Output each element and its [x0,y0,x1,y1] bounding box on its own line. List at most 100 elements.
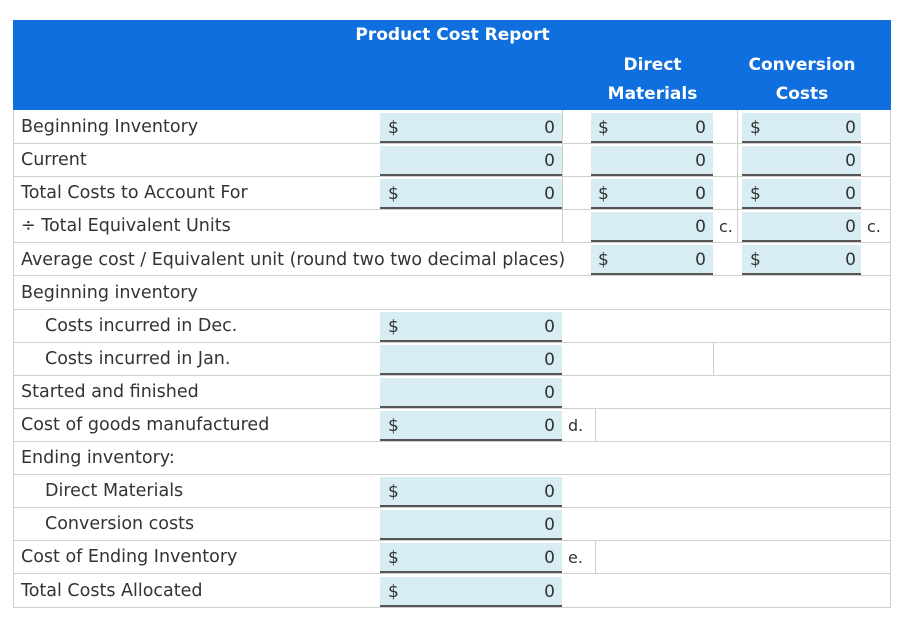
report-title: Product Cost Report [355,25,550,45]
grid-line [13,176,891,177]
grid-line [13,540,891,541]
current-total-value: 0 [544,151,555,171]
beginning-inventory-dm-value: 0 [695,118,706,138]
row-label-costs-incurred-dec: Costs incurred in Dec. [45,316,238,336]
currency-symbol: $ [388,482,399,502]
ending-direct-materials-input[interactable] [380,477,562,507]
cost-of-goods-manufactured-value: 0 [544,416,555,436]
current-dm-value: 0 [695,151,706,171]
currency-symbol: $ [388,317,399,337]
row-label-total-costs-to-account-for: Total Costs to Account For [21,183,248,203]
costs-incurred-dec-value: 0 [544,317,555,337]
ending-conversion-costs-input[interactable] [380,510,562,540]
equivalent-units-cc-mark: c. [867,217,881,236]
currency-symbol: $ [388,548,399,568]
average-cost-cc-input[interactable] [742,245,861,275]
row-label-total-equivalent-units: ÷ Total Equivalent Units [21,216,231,236]
row-label-ending-conversion-costs: Conversion costs [45,514,195,534]
grid-line [13,143,891,144]
section-label-beginning-inventory: Beginning inventory [21,283,198,303]
currency-symbol: $ [388,416,399,436]
total-costs-dm-input[interactable] [591,179,713,209]
currency-symbol: $ [598,250,609,270]
grid-line [13,342,891,343]
beginning-inventory-cc-input[interactable] [742,113,861,143]
grid-line [13,408,891,409]
row-label-current: Current [21,150,87,170]
costs-incurred-dec-input[interactable] [380,312,562,342]
average-cost-cc-value: 0 [845,250,856,270]
total-costs-total-input[interactable] [380,179,562,209]
grid-line [13,607,891,608]
total-costs-dm-value: 0 [695,184,706,204]
currency-symbol: $ [598,184,609,204]
row-label-cost-of-ending-inventory: Cost of Ending Inventory [21,547,238,567]
total-costs-cc-value: 0 [845,184,856,204]
grid-line [595,540,596,574]
grid-line [713,342,714,376]
average-cost-dm-value: 0 [695,250,706,270]
direct-materials-header-line1: Direct [623,55,682,75]
cost-of-goods-manufactured-mark: d. [568,416,584,435]
total-costs-allocated-input[interactable] [380,577,562,607]
grid-line [595,408,596,442]
started-and-finished-value: 0 [544,383,555,403]
cost-of-ending-inventory-input[interactable] [380,543,562,573]
beginning-inventory-total-value: 0 [544,118,555,138]
ending-direct-materials-value: 0 [544,482,555,502]
direct-materials-header-line2: Materials [607,84,698,104]
grid-line [13,110,14,607]
grid-line [13,507,891,508]
ending-conversion-costs-value: 0 [544,515,555,535]
cost-of-ending-inventory-value: 0 [544,548,555,568]
grid-line [562,110,563,243]
section-label-ending-inventory: Ending inventory: [21,448,175,468]
grid-line [13,242,891,243]
grid-line [13,474,891,475]
equivalent-units-cc-input[interactable] [742,212,861,242]
equivalent-units-dm-input[interactable] [591,212,713,242]
current-cc-value: 0 [845,151,856,171]
conversion-costs-header-line2: Costs [775,84,829,104]
started-and-finished-input[interactable] [380,378,562,408]
equivalent-units-dm-mark: c. [719,217,733,236]
total-costs-total-value: 0 [544,184,555,204]
row-label-ending-direct-materials: Direct Materials [45,481,184,501]
average-cost-dm-input[interactable] [591,245,713,275]
beginning-inventory-total-input[interactable] [380,113,562,143]
costs-incurred-jan-input[interactable] [380,345,562,375]
equivalent-units-cc-value: 0 [845,217,856,237]
row-label-started-and-finished: Started and finished [21,382,199,402]
current-dm-input[interactable] [591,146,713,176]
grid-line [13,275,891,276]
cost-of-ending-inventory-mark: e. [568,548,583,567]
grid-line [13,375,891,376]
row-label-total-costs-allocated: Total Costs Allocated [21,581,203,601]
row-label-beginning-inventory: Beginning Inventory [21,117,199,137]
currency-symbol: $ [750,184,761,204]
row-label-average-cost: Average cost / Equivalent unit (round tw… [21,250,566,270]
cost-of-goods-manufactured-input[interactable] [380,411,562,441]
current-cc-input[interactable] [742,146,861,176]
beginning-inventory-dm-input[interactable] [591,113,713,143]
currency-symbol: $ [388,582,399,602]
currency-symbol: $ [388,118,399,138]
grid-line [13,441,891,442]
report-header [13,20,891,110]
row-label-costs-incurred-jan: Costs incurred in Jan. [45,349,231,369]
currency-symbol: $ [388,184,399,204]
grid-line [737,110,738,243]
beginning-inventory-cc-value: 0 [845,118,856,138]
currency-symbol: $ [750,250,761,270]
row-label-cost-of-goods-manufactured: Cost of goods manufactured [21,415,270,435]
grid-line [13,573,891,574]
costs-incurred-jan-value: 0 [544,350,555,370]
conversion-costs-header-line1: Conversion [748,55,856,75]
grid-line [13,309,891,310]
currency-symbol: $ [598,118,609,138]
grid-line [13,209,891,210]
equivalent-units-dm-value: 0 [695,217,706,237]
current-total-input[interactable] [380,146,562,176]
grid-line [890,110,891,607]
total-costs-cc-input[interactable] [742,179,861,209]
